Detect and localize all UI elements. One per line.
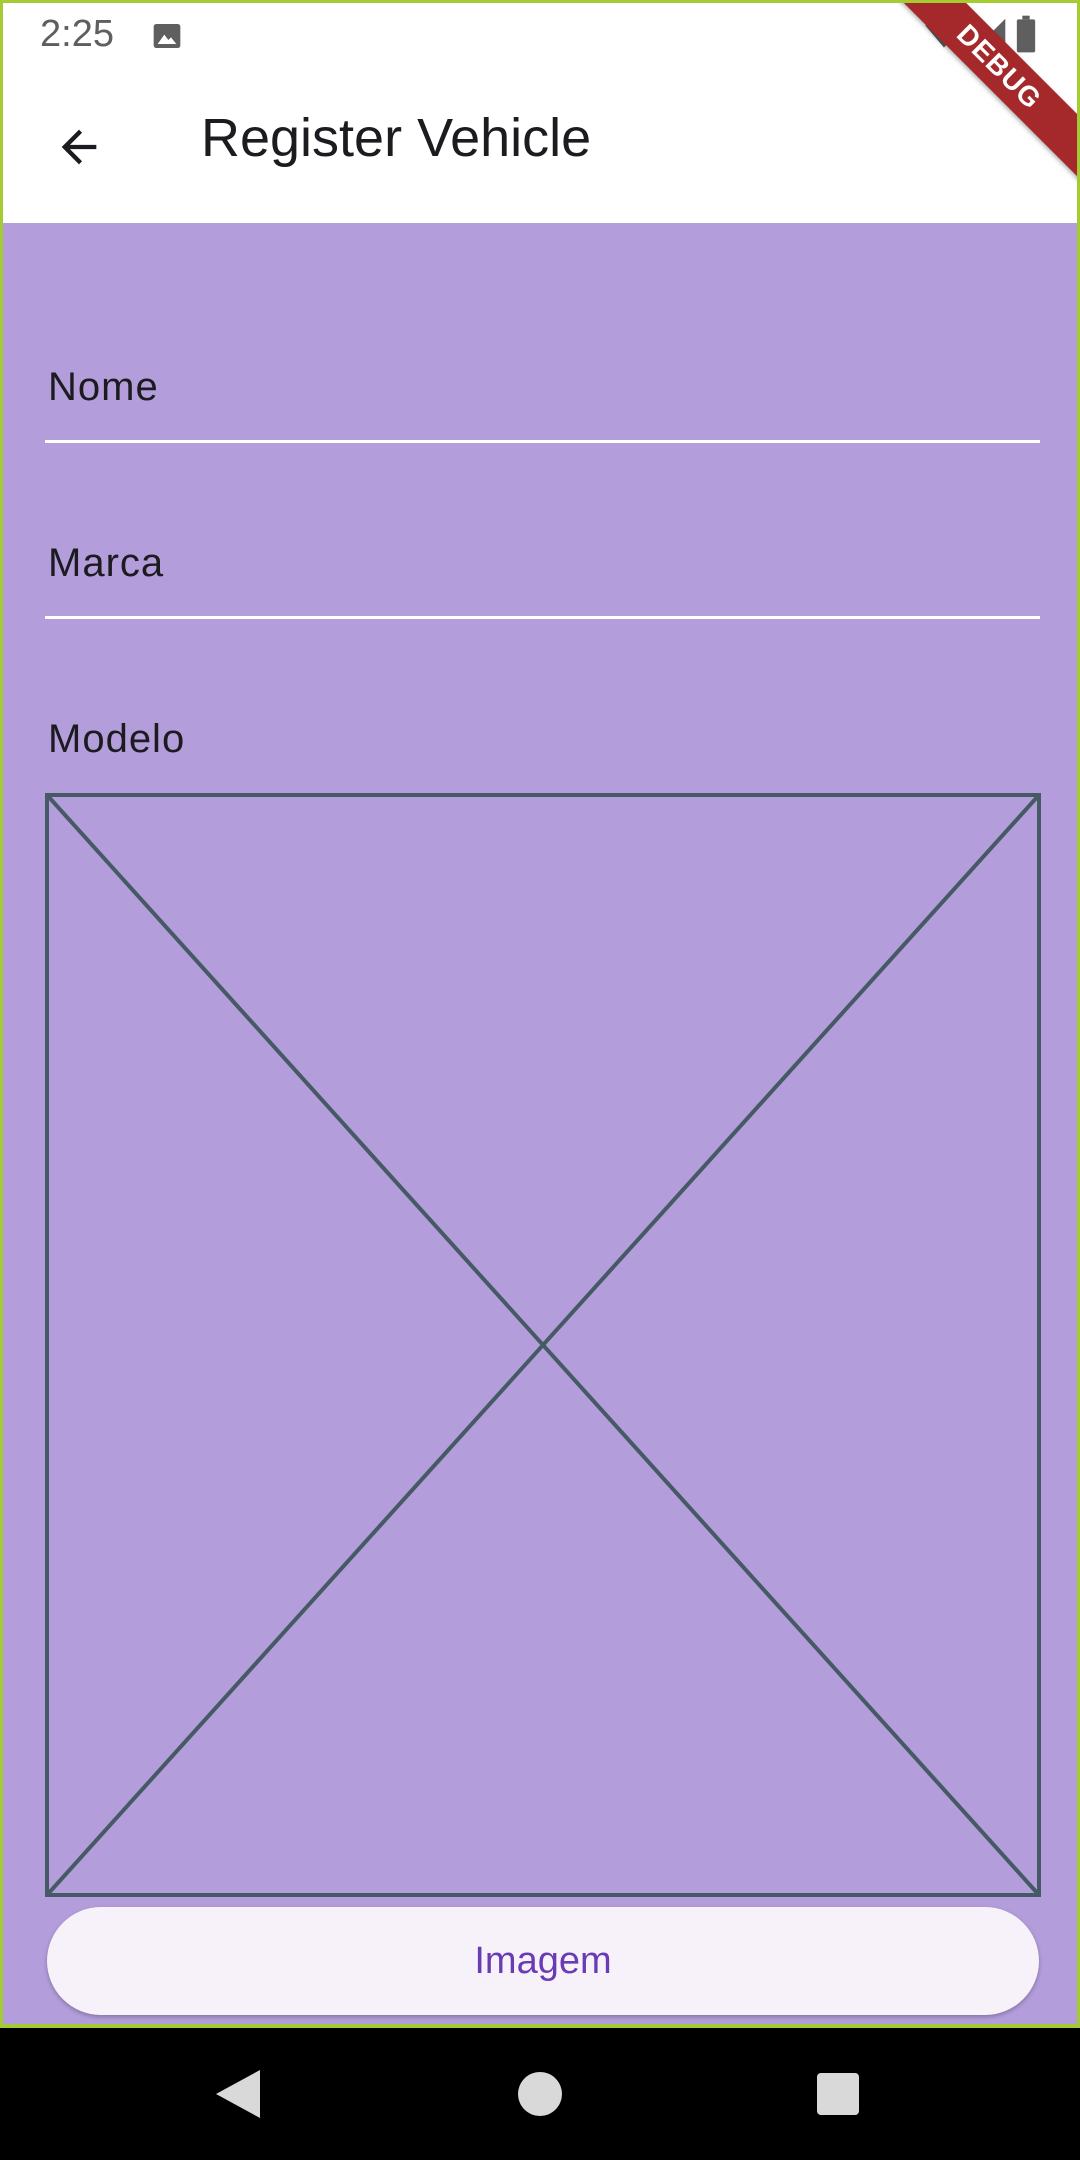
status-bar: 2:25 — [3, 3, 1077, 69]
image-button[interactable]: Imagem — [47, 1907, 1039, 2015]
modelo-field-label: Modelo — [48, 717, 186, 761]
page-title: Register Vehicle — [201, 108, 592, 168]
form-body: Nome Marca Modelo Imagem — [3, 223, 1077, 2024]
battery-icon — [1015, 15, 1037, 57]
nav-home-icon — [518, 2072, 562, 2120]
photo-icon — [151, 20, 183, 52]
nav-back-button[interactable] — [206, 2064, 270, 2128]
nav-recents-icon — [817, 2073, 859, 2119]
marca-field-underline — [45, 616, 1040, 619]
marca-field[interactable]: Marca — [45, 499, 1040, 619]
nome-field-label: Nome — [48, 365, 159, 409]
marca-field-label: Marca — [48, 541, 165, 585]
nav-back-icon — [216, 2070, 260, 2122]
nav-recents-button[interactable] — [806, 2064, 870, 2128]
app-bar: Register Vehicle — [3, 69, 1077, 223]
app-screen: 2:25 — [0, 0, 1080, 2028]
system-nav-bar — [0, 2028, 1080, 2160]
back-button[interactable] — [39, 109, 119, 189]
nome-field[interactable]: Nome — [45, 323, 1040, 443]
arrow-back-icon — [53, 121, 105, 177]
image-placeholder-icon — [45, 793, 1041, 1897]
nome-field-underline — [45, 440, 1040, 443]
status-time: 2:25 — [40, 13, 114, 55]
nav-home-button[interactable] — [508, 2064, 572, 2128]
modelo-field[interactable]: Modelo — [45, 675, 1040, 795]
